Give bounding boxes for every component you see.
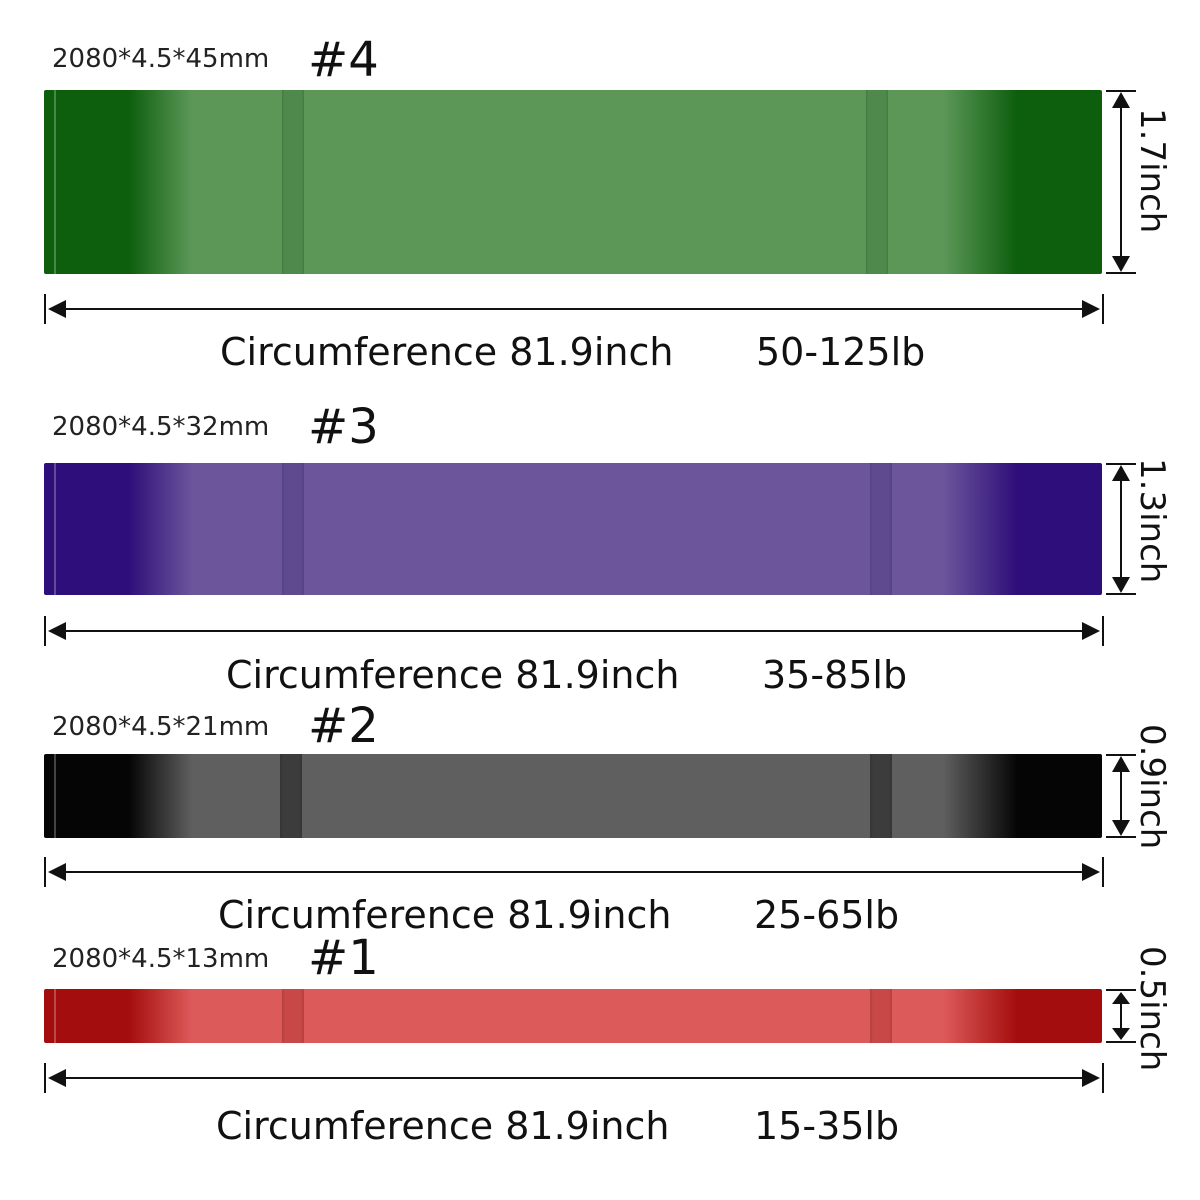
band-strip bbox=[44, 989, 1102, 1043]
band-clip-left bbox=[282, 90, 304, 274]
circumference-label: Circumference 81.9inch bbox=[218, 893, 672, 937]
height-dimension-arrow bbox=[1102, 989, 1138, 1043]
circumference-label: Circumference 81.9inch bbox=[216, 1104, 670, 1148]
circumference-label: Circumference 81.9inch bbox=[226, 653, 680, 697]
band-edge-highlight bbox=[54, 989, 56, 1043]
band-edge-highlight bbox=[54, 754, 56, 838]
band-height-label: 1.7inch bbox=[1132, 108, 1172, 234]
band-strip bbox=[44, 754, 1102, 838]
band-number: #4 bbox=[308, 32, 379, 88]
circumference-dimension-arrow bbox=[44, 857, 1104, 887]
resistance-range: 35-85lb bbox=[762, 653, 908, 697]
band-strip bbox=[44, 463, 1102, 595]
band-clip-right bbox=[870, 754, 892, 838]
band-strip bbox=[44, 90, 1102, 274]
band-clip-left bbox=[282, 989, 304, 1043]
circumference-label: Circumference 81.9inch bbox=[220, 330, 674, 374]
band-clip-right bbox=[870, 463, 892, 595]
resistance-range: 50-125lb bbox=[756, 330, 926, 374]
band-spec: 2080*4.5*32mm bbox=[52, 412, 270, 442]
height-dimension-arrow bbox=[1102, 463, 1138, 595]
band-number: #1 bbox=[308, 930, 379, 986]
resistance-range: 15-35lb bbox=[754, 1104, 900, 1148]
circumference-dimension-arrow bbox=[44, 294, 1104, 324]
band-spec: 2080*4.5*21mm bbox=[52, 712, 270, 742]
band-height-label: 1.3inch bbox=[1132, 458, 1172, 584]
band-height-label: 0.9inch bbox=[1132, 724, 1172, 850]
band-number: #2 bbox=[308, 698, 379, 754]
band-number: #3 bbox=[308, 399, 379, 455]
band-spec: 2080*4.5*45mm bbox=[52, 44, 270, 74]
height-dimension-arrow bbox=[1102, 754, 1138, 838]
band-edge-highlight bbox=[54, 90, 56, 274]
band-clip-right bbox=[866, 90, 888, 274]
band-clip-left bbox=[282, 463, 304, 595]
circumference-dimension-arrow bbox=[44, 1063, 1104, 1093]
height-dimension-arrow bbox=[1102, 90, 1138, 274]
band-clip-left bbox=[280, 754, 302, 838]
band-clip-right bbox=[870, 989, 892, 1043]
circumference-dimension-arrow bbox=[44, 616, 1104, 646]
band-height-label: 0.5inch bbox=[1132, 946, 1172, 1072]
band-spec: 2080*4.5*13mm bbox=[52, 944, 270, 974]
resistance-range: 25-65lb bbox=[754, 893, 900, 937]
band-edge-highlight bbox=[54, 463, 56, 595]
